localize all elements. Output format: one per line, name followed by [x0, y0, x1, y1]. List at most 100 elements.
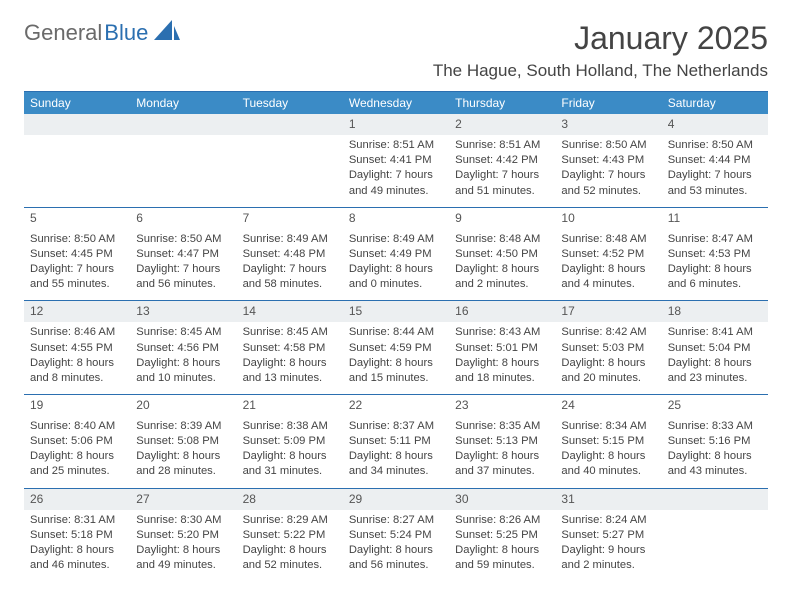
- calendar-cell: 18Sunrise: 8:41 AMSunset: 5:04 PMDayligh…: [662, 301, 768, 394]
- day-detail-line: Sunset: 5:22 PM: [243, 528, 337, 543]
- day-detail-line: Daylight: 8 hours and 0 minutes.: [349, 262, 443, 292]
- calendar-cell: 21Sunrise: 8:38 AMSunset: 5:09 PMDayligh…: [237, 395, 343, 488]
- day-detail-line: Sunrise: 8:27 AM: [349, 513, 443, 528]
- day-number: 2: [449, 114, 555, 135]
- day-detail-line: Sunset: 4:59 PM: [349, 341, 443, 356]
- day-detail-line: Sunset: 5:08 PM: [136, 434, 230, 449]
- day-detail-line: Sunset: 4:52 PM: [561, 247, 655, 262]
- day-header: Friday: [555, 92, 661, 114]
- day-detail-line: Sunrise: 8:49 AM: [349, 232, 443, 247]
- calendar-cell: 13Sunrise: 8:45 AMSunset: 4:56 PMDayligh…: [130, 301, 236, 394]
- day-header: Thursday: [449, 92, 555, 114]
- day-number: 6: [130, 208, 236, 229]
- day-detail-line: Sunset: 4:58 PM: [243, 341, 337, 356]
- day-number: 26: [24, 489, 130, 510]
- day-detail-line: Sunrise: 8:50 AM: [136, 232, 230, 247]
- day-detail-line: Daylight: 8 hours and 40 minutes.: [561, 449, 655, 479]
- day-detail-line: Sunset: 4:43 PM: [561, 153, 655, 168]
- day-detail-line: Sunrise: 8:39 AM: [136, 419, 230, 434]
- day-number: [662, 489, 768, 510]
- day-detail-line: Daylight: 7 hours and 53 minutes.: [668, 168, 762, 198]
- day-detail-line: Daylight: 8 hours and 20 minutes.: [561, 356, 655, 386]
- day-detail-line: Daylight: 7 hours and 56 minutes.: [136, 262, 230, 292]
- calendar-cell: 16Sunrise: 8:43 AMSunset: 5:01 PMDayligh…: [449, 301, 555, 394]
- day-detail-line: Daylight: 7 hours and 55 minutes.: [30, 262, 124, 292]
- day-number: 19: [24, 395, 130, 416]
- day-number: 13: [130, 301, 236, 322]
- day-number: 20: [130, 395, 236, 416]
- day-detail-line: Daylight: 8 hours and 15 minutes.: [349, 356, 443, 386]
- calendar-cell: 29Sunrise: 8:27 AMSunset: 5:24 PMDayligh…: [343, 489, 449, 582]
- calendar-cell: 3Sunrise: 8:50 AMSunset: 4:43 PMDaylight…: [555, 114, 661, 207]
- day-number: [130, 114, 236, 135]
- day-number: 23: [449, 395, 555, 416]
- calendar-cell: [130, 114, 236, 207]
- calendar-cell: 17Sunrise: 8:42 AMSunset: 5:03 PMDayligh…: [555, 301, 661, 394]
- day-detail-line: Daylight: 7 hours and 58 minutes.: [243, 262, 337, 292]
- calendar-cell: 25Sunrise: 8:33 AMSunset: 5:16 PMDayligh…: [662, 395, 768, 488]
- calendar-cell: [662, 489, 768, 582]
- day-detail-line: Sunrise: 8:46 AM: [30, 325, 124, 340]
- day-detail-line: Sunrise: 8:44 AM: [349, 325, 443, 340]
- day-detail-line: Sunrise: 8:30 AM: [136, 513, 230, 528]
- day-detail-line: Sunset: 4:56 PM: [136, 341, 230, 356]
- day-detail-line: Daylight: 8 hours and 31 minutes.: [243, 449, 337, 479]
- day-detail-line: Sunrise: 8:26 AM: [455, 513, 549, 528]
- calendar-cell: 4Sunrise: 8:50 AMSunset: 4:44 PMDaylight…: [662, 114, 768, 207]
- day-detail-line: Sunset: 5:20 PM: [136, 528, 230, 543]
- day-detail-line: Sunrise: 8:33 AM: [668, 419, 762, 434]
- day-detail-line: Daylight: 8 hours and 6 minutes.: [668, 262, 762, 292]
- day-number: 3: [555, 114, 661, 135]
- day-detail-line: Sunrise: 8:45 AM: [243, 325, 337, 340]
- logo-text-1: General: [24, 20, 102, 46]
- day-number: 7: [237, 208, 343, 229]
- day-detail-line: Daylight: 8 hours and 59 minutes.: [455, 543, 549, 573]
- day-detail-line: Sunrise: 8:34 AM: [561, 419, 655, 434]
- calendar-cell: 5Sunrise: 8:50 AMSunset: 4:45 PMDaylight…: [24, 208, 130, 301]
- calendar-cell: 6 Sunrise: 8:50 AMSunset: 4:47 PMDaylight…: [130, 208, 236, 301]
- day-detail-line: Daylight: 8 hours and 49 minutes.: [136, 543, 230, 573]
- day-detail-line: Sunset: 4:45 PM: [30, 247, 124, 262]
- day-number: 24: [555, 395, 661, 416]
- day-detail-line: Daylight: 8 hours and 52 minutes.: [243, 543, 337, 573]
- day-detail-line: Sunset: 5:03 PM: [561, 341, 655, 356]
- calendar-cell: 24Sunrise: 8:34 AMSunset: 5:15 PMDayligh…: [555, 395, 661, 488]
- day-detail-line: Daylight: 8 hours and 13 minutes.: [243, 356, 337, 386]
- day-detail-line: Daylight: 7 hours and 51 minutes.: [455, 168, 549, 198]
- calendar-cell: 7Sunrise: 8:49 AMSunset: 4:48 PMDaylight…: [237, 208, 343, 301]
- day-detail-line: Sunrise: 8:48 AM: [455, 232, 549, 247]
- day-detail-line: Sunrise: 8:43 AM: [455, 325, 549, 340]
- day-number: 27: [130, 489, 236, 510]
- day-number: 31: [555, 489, 661, 510]
- day-detail-line: Sunset: 5:18 PM: [30, 528, 124, 543]
- day-detail-line: Sunrise: 8:35 AM: [455, 419, 549, 434]
- logo: GeneralBlue: [24, 20, 180, 46]
- day-detail-line: Sunset: 4:53 PM: [668, 247, 762, 262]
- day-detail-line: Sunset: 5:06 PM: [30, 434, 124, 449]
- calendar-cell: 2Sunrise: 8:51 AMSunset: 4:42 PMDaylight…: [449, 114, 555, 207]
- day-detail-line: Sunrise: 8:31 AM: [30, 513, 124, 528]
- day-number: 12: [24, 301, 130, 322]
- day-detail-line: Sunset: 5:09 PM: [243, 434, 337, 449]
- day-detail-line: Sunset: 5:24 PM: [349, 528, 443, 543]
- day-number: 28: [237, 489, 343, 510]
- day-detail-line: Sunset: 4:47 PM: [136, 247, 230, 262]
- day-detail-line: Sunset: 5:16 PM: [668, 434, 762, 449]
- day-number: 10: [555, 208, 661, 229]
- day-header: Sunday: [24, 92, 130, 114]
- calendar-cell: 27 Sunrise: 8:30 AMSunset: 5:20 PMDayligh…: [130, 489, 236, 582]
- day-detail-line: Sunrise: 8:51 AM: [349, 138, 443, 153]
- day-header: Saturday: [662, 92, 768, 114]
- day-detail-line: Sunrise: 8:50 AM: [30, 232, 124, 247]
- day-header: Monday: [130, 92, 236, 114]
- calendar-cell: 28Sunrise: 8:29 AMSunset: 5:22 PMDayligh…: [237, 489, 343, 582]
- day-detail-line: Daylight: 8 hours and 43 minutes.: [668, 449, 762, 479]
- day-detail-line: Sunrise: 8:40 AM: [30, 419, 124, 434]
- day-detail-line: Daylight: 9 hours and 2 minutes.: [561, 543, 655, 573]
- calendar-cell: 10Sunrise: 8:48 AMSunset: 4:52 PMDayligh…: [555, 208, 661, 301]
- day-detail-line: Sunset: 5:04 PM: [668, 341, 762, 356]
- day-detail-line: Sunrise: 8:38 AM: [243, 419, 337, 434]
- day-number: 1: [343, 114, 449, 135]
- day-detail-line: Sunset: 4:49 PM: [349, 247, 443, 262]
- day-detail-line: Daylight: 7 hours and 52 minutes.: [561, 168, 655, 198]
